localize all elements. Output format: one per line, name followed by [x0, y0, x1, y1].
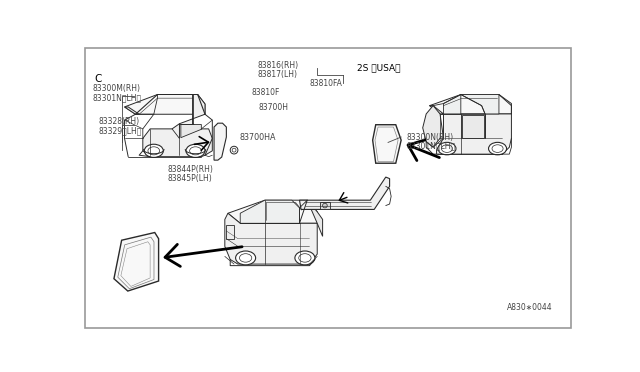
Text: 83844P(RH): 83844P(RH)	[168, 165, 214, 174]
Text: 83328(RH): 83328(RH)	[99, 117, 140, 126]
Ellipse shape	[299, 254, 311, 262]
Polygon shape	[114, 232, 159, 291]
Polygon shape	[300, 177, 390, 209]
Text: 83700H: 83700H	[259, 103, 289, 112]
Text: 83301N〈LH〉: 83301N〈LH〉	[406, 142, 456, 151]
Polygon shape	[372, 125, 401, 163]
Polygon shape	[307, 200, 323, 236]
Text: A830∗0044: A830∗0044	[507, 304, 552, 312]
Text: 83810FA: 83810FA	[310, 78, 342, 88]
Ellipse shape	[442, 145, 452, 153]
Ellipse shape	[295, 251, 315, 265]
Polygon shape	[225, 213, 317, 264]
Ellipse shape	[239, 254, 252, 262]
Ellipse shape	[488, 142, 507, 155]
Circle shape	[232, 148, 236, 152]
Polygon shape	[240, 200, 300, 223]
Text: 83817(LH): 83817(LH)	[257, 70, 297, 79]
Polygon shape	[214, 123, 227, 160]
Text: 83845P(LH): 83845P(LH)	[168, 174, 212, 183]
Bar	[320, 202, 330, 209]
Polygon shape	[228, 200, 317, 223]
Polygon shape	[461, 115, 484, 138]
Text: 83329〈LH〉: 83329〈LH〉	[99, 126, 142, 135]
Polygon shape	[429, 94, 511, 114]
Polygon shape	[181, 125, 202, 138]
Polygon shape	[429, 106, 511, 154]
Text: 83300N(RH): 83300N(RH)	[406, 132, 454, 141]
Ellipse shape	[148, 147, 159, 155]
Polygon shape	[444, 94, 461, 114]
Circle shape	[323, 203, 327, 208]
Text: 83816(RH): 83816(RH)	[257, 61, 298, 70]
Polygon shape	[143, 94, 212, 157]
Text: C: C	[94, 74, 101, 84]
Ellipse shape	[186, 144, 205, 157]
Ellipse shape	[492, 145, 503, 153]
Bar	[227, 225, 234, 239]
Text: 83810F: 83810F	[251, 88, 280, 97]
Ellipse shape	[144, 144, 163, 157]
Polygon shape	[461, 94, 499, 114]
Text: 83301N〈LH〉: 83301N〈LH〉	[92, 93, 141, 102]
Ellipse shape	[189, 147, 202, 155]
Text: 2S 〈USA〉: 2S 〈USA〉	[357, 63, 401, 72]
Ellipse shape	[438, 142, 456, 155]
Text: 83700HA: 83700HA	[239, 132, 276, 141]
Polygon shape	[125, 94, 205, 114]
Circle shape	[230, 146, 238, 154]
Polygon shape	[125, 107, 139, 114]
Ellipse shape	[236, 251, 255, 265]
Polygon shape	[422, 106, 444, 147]
Text: 83300M(RH): 83300M(RH)	[92, 84, 140, 93]
